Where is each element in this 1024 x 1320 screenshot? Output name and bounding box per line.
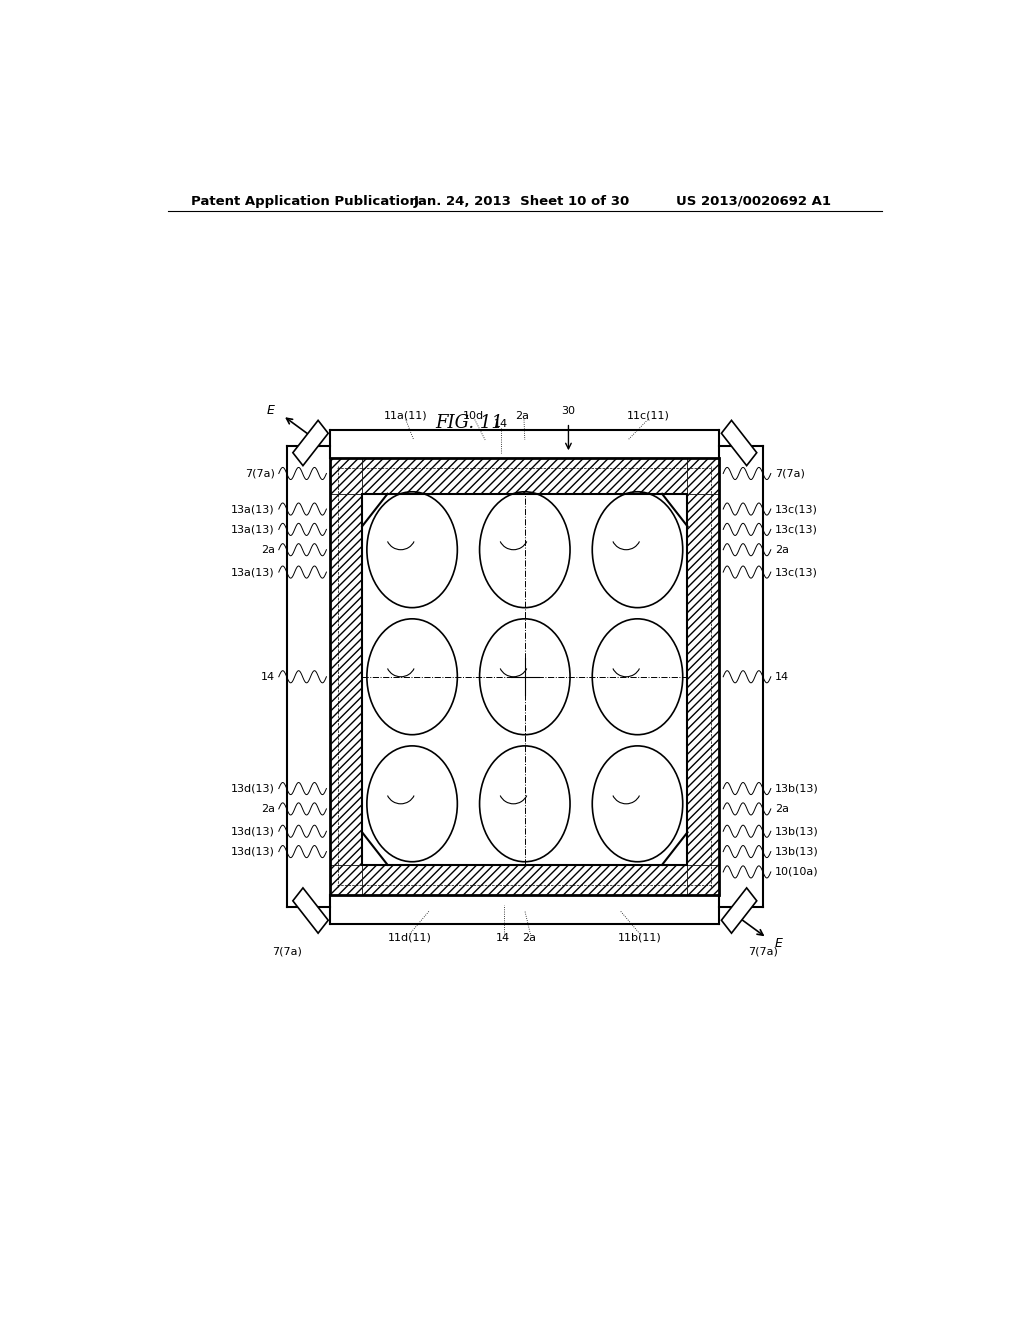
Polygon shape — [331, 458, 362, 494]
Text: 2a: 2a — [522, 933, 536, 942]
Polygon shape — [687, 458, 719, 494]
Text: 14: 14 — [497, 933, 510, 942]
Text: 13d(13): 13d(13) — [231, 846, 274, 857]
Text: 12: 12 — [528, 645, 545, 657]
Text: 2a: 2a — [261, 804, 274, 814]
Text: 7(7a): 7(7a) — [271, 946, 302, 956]
Text: 11c(11): 11c(11) — [627, 411, 670, 421]
Text: 13a(13): 13a(13) — [231, 568, 274, 577]
Text: 11d(11): 11d(11) — [388, 933, 432, 942]
Text: E: E — [267, 404, 274, 417]
Text: Patent Application Publication: Patent Application Publication — [191, 194, 419, 207]
Text: 13c(13): 13c(13) — [775, 524, 817, 535]
Text: 14: 14 — [775, 672, 788, 681]
Text: 13b(13): 13b(13) — [775, 846, 818, 857]
Bar — [331, 458, 719, 895]
Text: 13b(13): 13b(13) — [775, 784, 818, 793]
Text: 13c(13): 13c(13) — [775, 504, 817, 513]
Bar — [362, 865, 687, 895]
Bar — [687, 494, 719, 865]
Polygon shape — [721, 888, 757, 933]
Text: 30: 30 — [561, 405, 575, 416]
Text: 7(7a): 7(7a) — [245, 469, 274, 478]
Text: 2a: 2a — [515, 411, 529, 421]
Text: 11a(11): 11a(11) — [384, 411, 428, 421]
Text: 13d(13): 13d(13) — [231, 784, 274, 793]
Text: 10d: 10d — [463, 411, 483, 421]
Text: 7(7a): 7(7a) — [748, 946, 778, 956]
Text: US 2013/0020692 A1: US 2013/0020692 A1 — [676, 194, 830, 207]
Text: 13c(13): 13c(13) — [775, 568, 817, 577]
Text: E: E — [775, 937, 782, 949]
Text: 13d(13): 13d(13) — [231, 826, 274, 837]
Polygon shape — [293, 888, 329, 933]
Polygon shape — [687, 865, 719, 895]
Text: 7(7a): 7(7a) — [775, 469, 805, 478]
Text: Jan. 24, 2013  Sheet 10 of 30: Jan. 24, 2013 Sheet 10 of 30 — [414, 194, 630, 207]
Polygon shape — [721, 420, 757, 466]
Text: 2a: 2a — [775, 545, 788, 554]
Text: 13b(13): 13b(13) — [775, 826, 818, 837]
Text: FIG. 11: FIG. 11 — [435, 413, 503, 432]
Bar — [362, 494, 687, 865]
Text: 13a(13): 13a(13) — [231, 504, 274, 513]
Polygon shape — [293, 420, 329, 466]
Text: 14: 14 — [494, 418, 508, 429]
Text: 2a: 2a — [261, 545, 274, 554]
Text: 11b(11): 11b(11) — [618, 933, 662, 942]
Text: 13a(13): 13a(13) — [231, 524, 274, 535]
Text: 14: 14 — [261, 672, 274, 681]
Text: 10(10a): 10(10a) — [775, 867, 818, 876]
Bar — [362, 458, 687, 494]
Polygon shape — [331, 865, 362, 895]
Bar — [331, 494, 362, 865]
Text: 2a: 2a — [775, 804, 788, 814]
